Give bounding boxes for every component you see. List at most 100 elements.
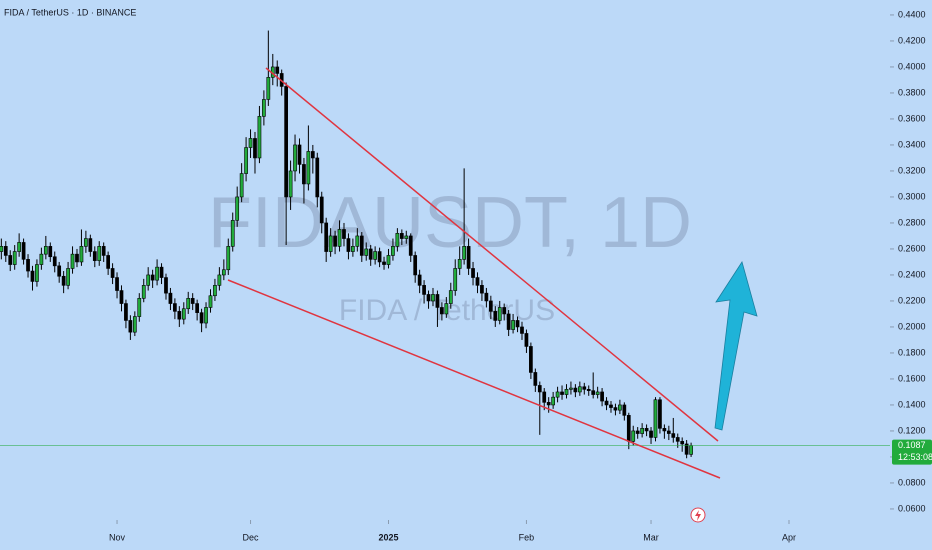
candle-body [671,433,676,438]
candle-body [546,402,551,406]
x-tick-label: Apr [782,532,796,542]
candle-body [417,274,422,286]
x-tick-label: Mar [643,532,659,542]
candle-body [288,170,293,198]
candle-body [168,292,173,304]
y-tick-label: 0.2800 [898,217,926,227]
candle-body [333,235,337,247]
candle-body [101,246,106,256]
candle-body [150,274,155,281]
candle-body [164,277,168,294]
y-tick-label: 0.2200 [898,295,926,305]
candle-body [426,294,431,302]
y-tick-label: 0.2400 [898,269,926,279]
arrow [714,261,758,431]
candle-body [653,399,658,438]
candle-body [537,385,542,393]
x-tick-label: Nov [109,532,126,542]
candle-body [600,391,604,402]
candle-body [61,275,66,286]
y-tick-label: 0.1400 [898,399,926,409]
candle-body [626,415,631,442]
candle-body [373,251,377,260]
candle-body [128,320,133,333]
y-tick-label: 0.2000 [898,321,926,331]
candle-body [146,274,151,286]
chart-title: FIDA / TetherUS · 1D · BINANCE [4,7,136,17]
candle-body [17,242,21,252]
candle-body [35,264,39,282]
candle-body [618,404,622,411]
candle-body [3,246,8,256]
candle-body [239,173,244,198]
candle-body [520,326,524,334]
candle-body [137,298,142,317]
watermark: FIDAUSDT, 1D [208,183,692,263]
candle-body [204,307,208,324]
candle-body [155,266,159,281]
candle-body [66,268,70,286]
candle-body [48,246,53,258]
candle-body [511,320,515,330]
candle-body [564,389,569,395]
y-tick-label: 0.1600 [898,373,926,383]
candle-body [110,268,115,278]
candle-body [181,308,186,320]
y-tick-label: 0.4000 [898,61,926,71]
candle-body [364,248,369,256]
candle-body [173,303,177,312]
candle-body [132,316,137,333]
candle-body [217,274,222,286]
candle-body [484,292,489,302]
candle-body [124,303,128,321]
candle-body [408,235,413,256]
candle-body [88,238,93,252]
candle-body [644,428,649,432]
candle-body [431,294,435,302]
candle-body [57,265,62,277]
y-tick-label: 0.3400 [898,139,926,149]
candle-body [115,277,119,291]
candle-body [84,238,88,247]
candle-body [448,290,453,304]
candle-body [337,229,342,247]
candle-body [622,404,627,416]
candle-body [386,255,391,265]
candle-body [444,303,449,315]
candle-body [462,246,466,260]
candle-body [666,430,671,434]
candle-body [79,246,84,263]
candle-body [244,147,248,174]
candle-body [306,151,311,185]
candle-body [70,253,75,269]
candle-body [488,300,493,312]
candle-body [466,246,471,269]
candle-body [582,386,587,390]
candle-body [595,391,600,395]
candle-body [475,277,480,286]
candle-body [310,151,315,159]
candle-body [293,144,297,172]
candle-body [257,116,262,159]
y-tick-label: 0.4200 [898,35,926,45]
candle-body [346,238,351,252]
candle-body [141,285,146,299]
candle-body [106,255,110,269]
candle-body [391,246,395,256]
candle-body [631,430,636,442]
candle-body [159,266,164,278]
candle-body [39,253,44,265]
candle-body [52,256,57,267]
candle-body [221,269,226,276]
candle-body [92,251,97,261]
x-tick-label: 2025 [378,532,398,542]
candle-body [284,86,288,198]
candle-body [190,298,195,304]
candle-body [591,390,596,395]
candle-body [395,233,400,247]
y-tick-label: 0.4400 [898,9,926,19]
trendline-upper [265,67,719,442]
candle-body [609,404,613,408]
